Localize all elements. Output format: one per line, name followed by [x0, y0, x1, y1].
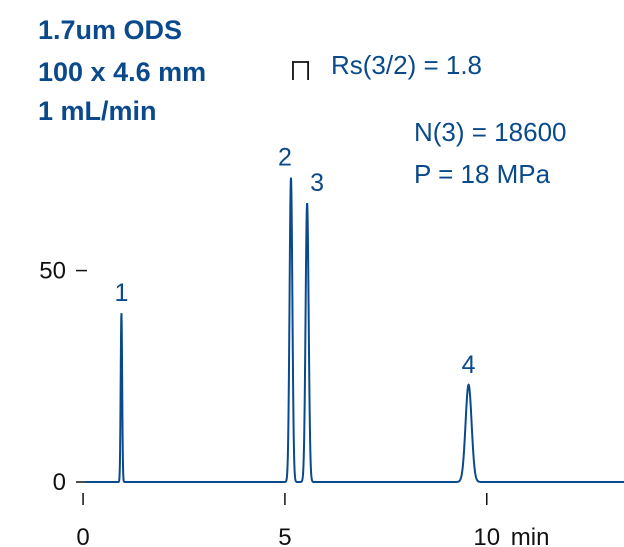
peak-label-3: 3 — [310, 169, 324, 197]
pressure-annotation: P = 18 MPa — [414, 159, 551, 189]
flow-rate-label: 1 mL/min — [38, 96, 157, 126]
plate-number-annotation: N(3) = 18600 — [414, 117, 567, 147]
peak-labels: 1 23 4 — [114, 144, 475, 379]
chromatogram-trace — [85, 177, 624, 483]
axes: 0 5 10 min 0 50 — [39, 258, 549, 547]
column-dimensions-label: 100 x 4.6 mm — [38, 57, 207, 87]
x-tick-label-10: 10 — [473, 524, 500, 547]
x-axis-unit: min — [511, 524, 550, 547]
y-tick-label-50: 50 — [39, 258, 66, 285]
peak-label-2: 2 — [278, 144, 292, 172]
x-tick-label-5: 5 — [278, 524, 291, 547]
peak-label-1: 1 — [114, 279, 128, 307]
peak-label-4: 4 — [462, 351, 476, 379]
x-tick-label-0: 0 — [76, 524, 89, 547]
resolution-annotation: Rs(3/2) = 1.8 — [331, 50, 483, 80]
y-tick-label-0: 0 — [53, 469, 66, 496]
resolution-bracket — [292, 61, 310, 80]
column-phase-label: 1.7um ODS — [38, 15, 183, 45]
